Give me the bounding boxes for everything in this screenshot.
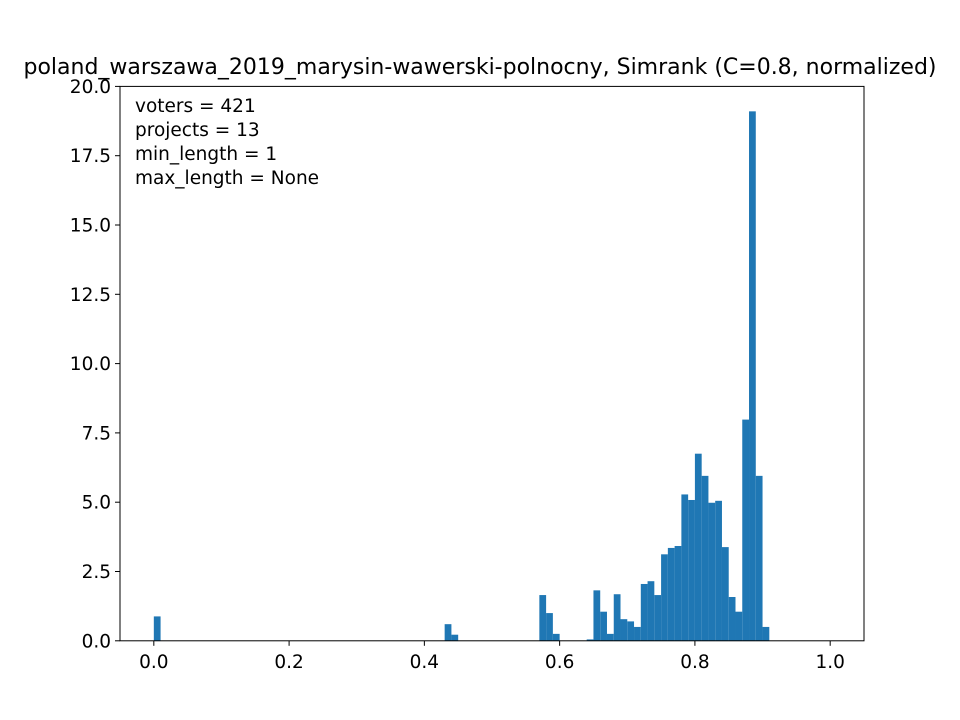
- histogram-bar: [661, 554, 668, 641]
- histogram-bar: [694, 453, 702, 641]
- histogram-bar: [451, 634, 459, 641]
- y-tick-label: 10.0: [70, 354, 111, 375]
- y-tick-label: 17.5: [70, 146, 111, 167]
- histogram-bar: [613, 594, 621, 641]
- histogram-bar: [539, 595, 547, 641]
- y-tick-label: 12.5: [70, 285, 111, 306]
- histogram-bar: [600, 611, 607, 641]
- x-tick-label: 0.4: [410, 652, 439, 673]
- x-tick-label: 0.0: [139, 652, 168, 673]
- histogram-bar: [701, 475, 709, 641]
- y-tick-label: 7.5: [82, 423, 111, 444]
- histogram-bar: [728, 597, 736, 641]
- histogram-bar: [627, 621, 635, 641]
- y-tick-label: 20.0: [70, 77, 111, 98]
- y-tick-label: 15.0: [70, 216, 111, 237]
- histogram-bar: [708, 502, 716, 641]
- annotation-projects: projects = 13: [135, 120, 260, 141]
- histogram-bar: [586, 639, 594, 641]
- histogram-bar: [749, 111, 756, 641]
- bars-layer: [153, 111, 770, 641]
- y-tick-label: 0.0: [82, 631, 111, 652]
- histogram-bar: [640, 583, 648, 641]
- x-tick-label: 0.6: [545, 652, 574, 673]
- x-tick-label: 0.2: [274, 652, 303, 673]
- histogram-bar: [620, 619, 628, 641]
- histogram-bar: [606, 633, 614, 641]
- annotation-min-length: min_length = 1: [135, 144, 277, 165]
- histogram-bar: [681, 494, 689, 641]
- chart-title: poland_warszawa_2019_marysin-wawerski-po…: [23, 55, 936, 80]
- histogram-bar: [667, 547, 675, 641]
- histogram-bar: [444, 624, 452, 641]
- histogram-bar: [755, 475, 763, 641]
- histogram-bar: [647, 581, 655, 641]
- histogram-bar: [593, 590, 601, 641]
- histogram-bar: [546, 613, 553, 641]
- histogram-bar: [688, 499, 695, 641]
- annotation-max-length: max_length = None: [135, 168, 319, 189]
- x-axis: 0.0 0.2 0.4 0.6 0.8 1.0: [139, 640, 845, 673]
- histogram-bar: [674, 545, 682, 641]
- histogram-bar: [742, 419, 750, 641]
- y-axis: 0.0 2.5 5.0 7.5 10.0 12.5 15.0 17.5 20.0: [70, 77, 120, 652]
- histogram-bar: [715, 500, 722, 641]
- annotation-voters: voters = 421: [135, 96, 256, 117]
- y-tick-label: 5.0: [82, 493, 111, 514]
- histogram-bar: [153, 616, 161, 641]
- x-tick-label: 0.8: [680, 652, 709, 673]
- annotation-box: voters = 421 projects = 13 min_length = …: [135, 96, 319, 189]
- x-tick-label: 1.0: [815, 652, 844, 673]
- histogram-bar: [762, 626, 770, 641]
- y-tick-label: 2.5: [82, 562, 111, 583]
- histogram-bar: [552, 633, 560, 641]
- histogram-bar: [735, 611, 743, 641]
- histogram-bar: [654, 595, 662, 641]
- histogram-bar: [721, 547, 729, 641]
- histogram-bar: [634, 626, 641, 641]
